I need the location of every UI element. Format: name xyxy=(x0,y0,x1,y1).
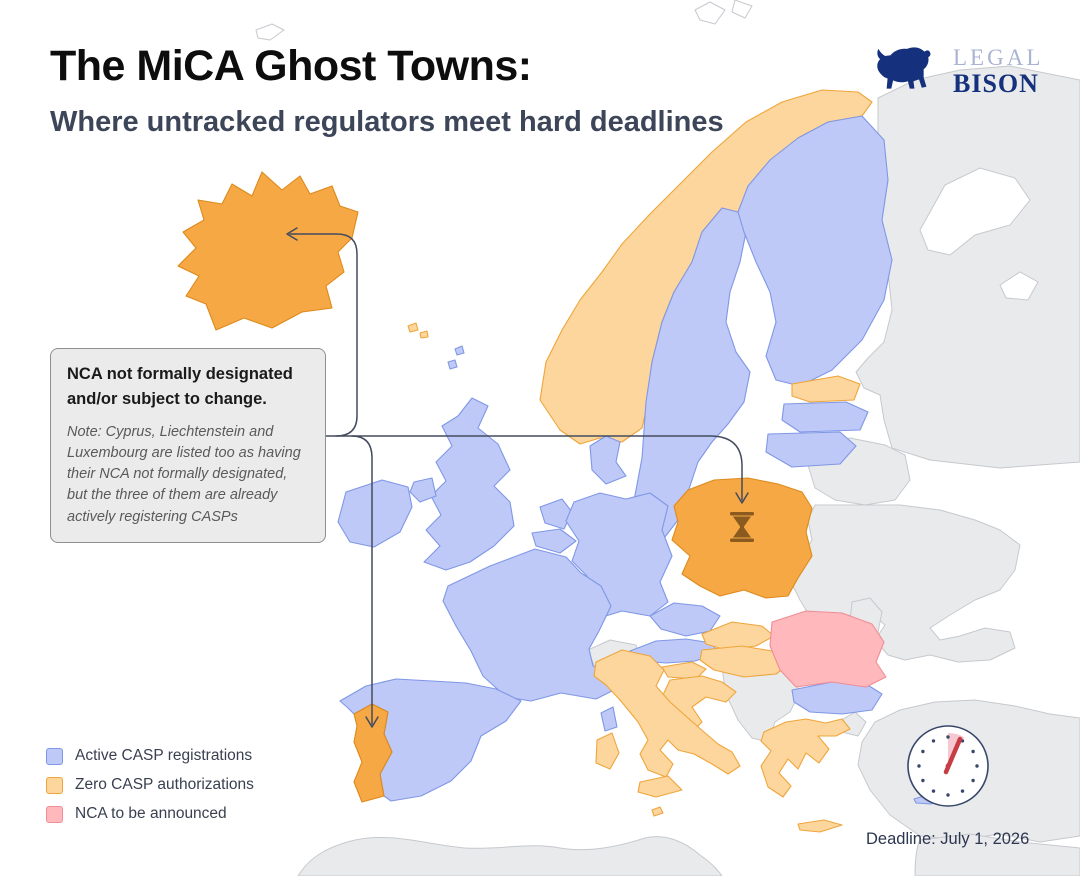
bison-icon xyxy=(877,47,931,89)
country-lithuania xyxy=(765,431,857,468)
country-estonia xyxy=(791,375,861,403)
country-mideast xyxy=(914,833,1080,876)
connector-arrowhead-iceland xyxy=(286,227,298,241)
country-malta xyxy=(651,806,664,817)
country-ukraine xyxy=(789,504,1021,663)
legend-swatch-nca xyxy=(46,805,63,823)
country-uk-northern-ireland xyxy=(409,477,437,503)
country-finland xyxy=(737,115,893,387)
island-svalbard-1 xyxy=(694,1,726,25)
country-czechia xyxy=(649,602,721,637)
country-belgium xyxy=(531,528,577,554)
callout-connectors xyxy=(286,227,749,728)
island-faroe-1 xyxy=(407,322,419,333)
country-portugal xyxy=(353,703,393,803)
country-romania xyxy=(769,610,887,688)
brand-word-bison: BISON xyxy=(953,69,1039,99)
island-shetland-1 xyxy=(454,345,465,356)
page-title: The MiCA Ghost Towns: xyxy=(50,42,532,90)
country-netherlands xyxy=(539,498,573,530)
island-svalbard-2 xyxy=(731,0,753,19)
lake-white-sea xyxy=(919,167,1031,256)
island-sicily xyxy=(637,775,683,798)
island-crete xyxy=(797,819,843,833)
brand-wordmark: LEGAL BISON xyxy=(953,45,1044,99)
country-bulgaria xyxy=(791,681,883,715)
country-uk xyxy=(423,397,515,571)
country-slovakia xyxy=(701,621,775,651)
country-slovenia xyxy=(661,661,707,680)
lake-onega xyxy=(999,271,1039,301)
country-italy xyxy=(593,649,741,778)
legend: Active CASP registrations Zero CASP auth… xyxy=(46,747,254,823)
brand-word-legal: LEGAL xyxy=(953,45,1044,71)
island-sardinia xyxy=(595,732,620,770)
connector-to-portugal xyxy=(351,435,373,725)
legend-label-zero: Zero CASP authorizations xyxy=(75,776,254,793)
country-greece xyxy=(760,718,851,798)
connector-arrowhead-poland xyxy=(735,492,749,504)
deadline-text: Deadline: July 1, 2026 xyxy=(866,830,1030,848)
country-ireland xyxy=(337,479,413,548)
legend-swatch-zero xyxy=(46,776,63,794)
connector-to-iceland xyxy=(289,233,358,437)
legend-item-active: Active CASP registrations xyxy=(46,747,254,765)
island-shetland-2 xyxy=(447,359,458,370)
legend-label-nca: NCA to be announced xyxy=(75,805,227,822)
legend-item-nca: NCA to be announced xyxy=(46,805,254,823)
page-subtitle: Where untracked regulators meet hard dea… xyxy=(50,106,724,138)
connector-to-poland xyxy=(325,435,743,501)
connector-arrowhead-portugal xyxy=(365,716,379,728)
callout-box: NCA not formally designated and/or subje… xyxy=(50,348,326,544)
country-denmark xyxy=(589,435,627,485)
legend-item-zero: Zero CASP authorizations xyxy=(46,776,254,794)
island-corsica xyxy=(600,706,618,732)
country-hungary xyxy=(699,645,793,678)
brand-logo: LEGAL BISON xyxy=(870,44,1043,100)
country-poland xyxy=(671,477,813,599)
callout-note: Note: Cyprus, Liechtenstein and Luxembou… xyxy=(67,423,301,525)
country-latvia xyxy=(781,401,869,433)
island-jan-mayen xyxy=(255,23,285,41)
deadline-clock-icon xyxy=(907,725,989,807)
country-iceland xyxy=(177,171,359,331)
country-north-africa xyxy=(297,836,723,876)
legend-swatch-active xyxy=(46,747,63,765)
callout-title: NCA not formally designated and/or subje… xyxy=(67,365,293,408)
island-faroe-2 xyxy=(419,330,429,339)
hourglass-icon xyxy=(730,512,754,542)
legend-label-active: Active CASP registrations xyxy=(75,747,253,764)
